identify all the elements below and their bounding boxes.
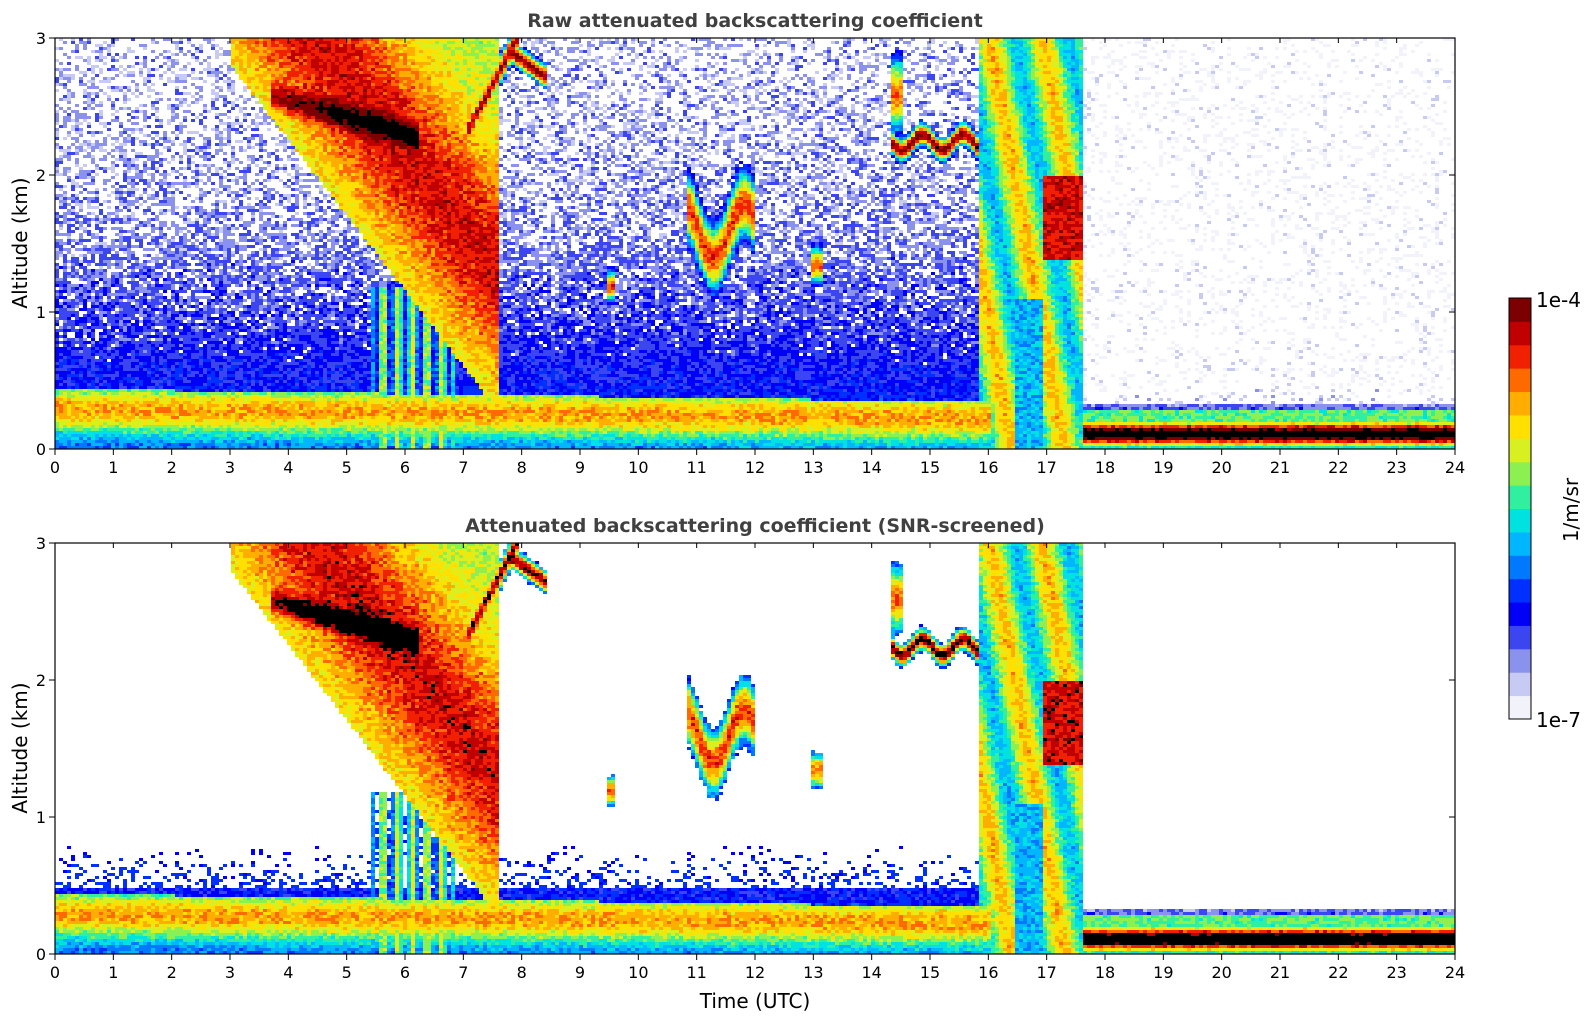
backscatter-heatmap (55, 543, 1456, 955)
x-tick-label: 4 (283, 458, 293, 477)
y-tick-label: 0 (36, 945, 46, 964)
x-tick-label: 22 (1328, 458, 1348, 477)
colorbar-max-label: 1e-4 (1536, 288, 1581, 312)
x-tick-label: 13 (803, 963, 823, 982)
x-tick-label: 19 (1153, 458, 1173, 477)
x-tick-label: 14 (861, 963, 881, 982)
y-tick-label: 1 (36, 808, 46, 827)
colorbar-segment (1509, 462, 1531, 486)
x-tick-label: 5 (342, 963, 352, 982)
x-tick-label: 8 (517, 963, 527, 982)
x-tick-label: 18 (1095, 963, 1115, 982)
x-tick-label: 11 (686, 458, 706, 477)
y-tick-label: 2 (36, 671, 46, 690)
colorbar-segment (1509, 532, 1531, 556)
panel-title: Raw attenuated backscattering coefficien… (527, 10, 983, 32)
y-tick-label: 3 (36, 534, 46, 553)
x-tick-label: 7 (458, 458, 468, 477)
colorbar-segment (1509, 438, 1531, 462)
x-tick-label: 23 (1386, 458, 1406, 477)
x-tick-label: 10 (628, 458, 648, 477)
x-tick-label: 7 (458, 963, 468, 982)
y-axis-label: Altitude (km) (8, 177, 32, 308)
screened-backscatter-panel: Attenuated backscattering coefficient (S… (8, 515, 1465, 1013)
x-tick-label: 2 (167, 458, 177, 477)
x-tick-label: 3 (225, 963, 235, 982)
x-tick-label: 1 (108, 963, 118, 982)
x-tick-label: 24 (1445, 963, 1465, 982)
colorbar-segment (1509, 625, 1531, 649)
x-tick-label: 9 (575, 458, 585, 477)
y-axis-label: Altitude (km) (8, 682, 32, 813)
x-tick-label: 18 (1095, 458, 1115, 477)
x-tick-label: 16 (978, 963, 998, 982)
colorbar-segment (1509, 298, 1531, 322)
x-tick-label: 19 (1153, 963, 1173, 982)
colorbar-segment (1509, 321, 1531, 345)
x-tick-label: 6 (400, 458, 410, 477)
x-tick-label: 13 (803, 458, 823, 477)
x-tick-label: 17 (1036, 963, 1056, 982)
panel-title: Attenuated backscattering coefficient (S… (465, 515, 1045, 537)
x-tick-label: 21 (1270, 458, 1290, 477)
x-tick-label: 24 (1445, 458, 1465, 477)
x-tick-label: 17 (1036, 458, 1056, 477)
y-tick-label: 0 (36, 440, 46, 459)
colorbar-segment (1509, 649, 1531, 673)
x-tick-label: 15 (920, 963, 940, 982)
colorbar-min-label: 1e-7 (1536, 708, 1581, 732)
x-tick-label: 20 (1211, 458, 1231, 477)
backscatter-heatmap (55, 38, 1456, 450)
raw-backscatter-panel: Raw attenuated backscattering coefficien… (8, 10, 1465, 477)
x-tick-label: 12 (745, 458, 765, 477)
x-axis-label: Time (UTC) (699, 989, 811, 1013)
x-tick-label: 4 (283, 963, 293, 982)
x-tick-label: 2 (167, 963, 177, 982)
colorbar-segment (1509, 345, 1531, 369)
colorbar-segment (1509, 415, 1531, 439)
colorbar: 1e-4 1e-7 1/m/sr (1509, 288, 1583, 732)
colorbar-segment (1509, 579, 1531, 603)
colorbar-gradient (1509, 298, 1531, 720)
colorbar-segment (1509, 555, 1531, 579)
colorbar-segment (1509, 509, 1531, 533)
x-tick-label: 23 (1386, 963, 1406, 982)
x-tick-label: 9 (575, 963, 585, 982)
x-tick-label: 0 (50, 963, 60, 982)
x-tick-label: 15 (920, 458, 940, 477)
x-tick-label: 16 (978, 458, 998, 477)
colorbar-segment (1509, 696, 1531, 720)
colorbar-segment (1509, 485, 1531, 509)
x-tick-label: 21 (1270, 963, 1290, 982)
x-tick-label: 12 (745, 963, 765, 982)
x-tick-label: 3 (225, 458, 235, 477)
colorbar-unit-label: 1/m/sr (1559, 477, 1583, 542)
colorbar-segment (1509, 672, 1531, 696)
x-tick-label: 1 (108, 458, 118, 477)
colorbar-segment (1509, 602, 1531, 626)
x-tick-label: 5 (342, 458, 352, 477)
colorbar-segment (1509, 392, 1531, 416)
x-tick-label: 11 (686, 963, 706, 982)
colorbar-segment (1509, 368, 1531, 392)
x-tick-label: 0 (50, 458, 60, 477)
x-tick-label: 20 (1211, 963, 1231, 982)
x-tick-label: 22 (1328, 963, 1348, 982)
x-tick-label: 8 (517, 458, 527, 477)
x-tick-label: 14 (861, 458, 881, 477)
y-tick-label: 3 (36, 29, 46, 48)
y-tick-label: 2 (36, 166, 46, 185)
y-tick-label: 1 (36, 303, 46, 322)
x-tick-label: 10 (628, 963, 648, 982)
x-tick-label: 6 (400, 963, 410, 982)
